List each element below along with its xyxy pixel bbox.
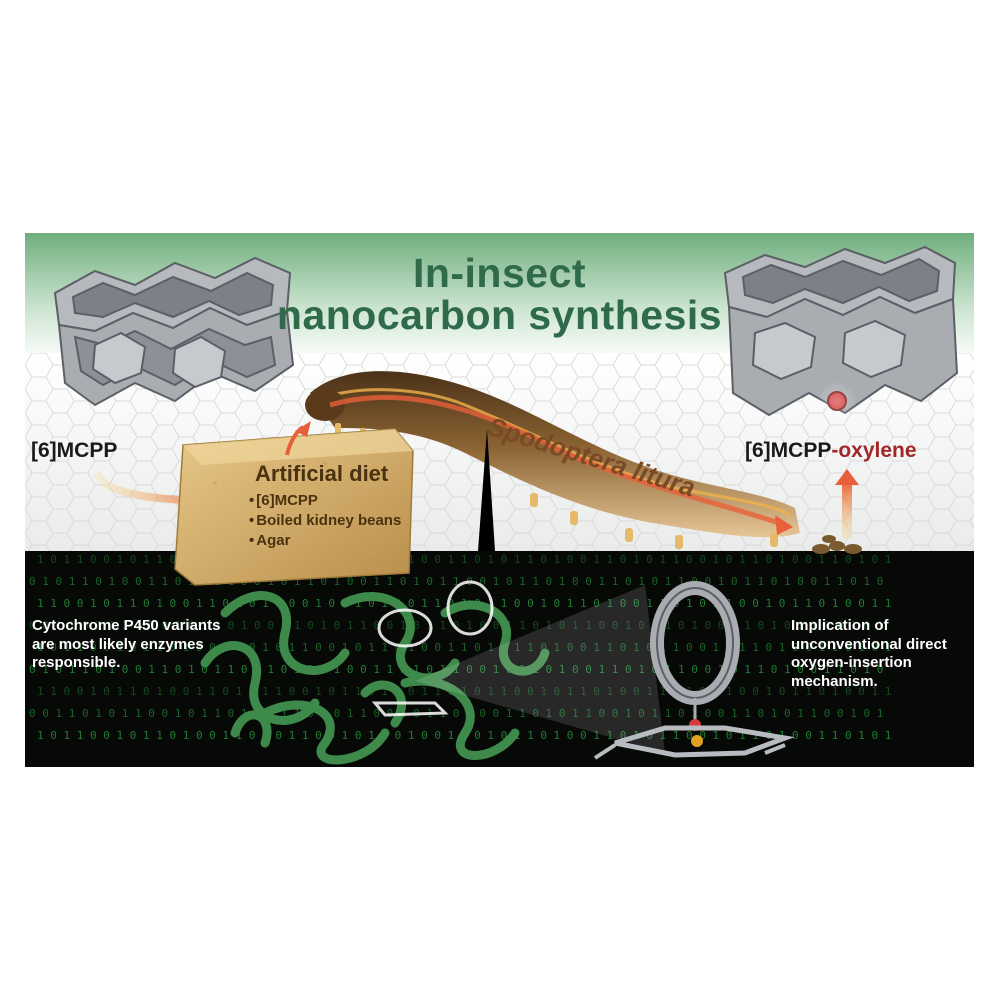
product-arrowhead-icon (835, 469, 859, 485)
digestion-arrowhead-icon (775, 515, 793, 535)
title-line-1: In-insect (412, 250, 587, 296)
product-arrow (842, 481, 852, 539)
larva-head-icon (305, 389, 345, 421)
divider-spike (478, 429, 495, 551)
binary-row: 1 0 1 1 0 0 1 0 1 1 0 1 0 0 1 1 0 1 0 1 … (37, 553, 891, 566)
reactant-label: [6]MCPP (31, 439, 118, 462)
graphical-abstract: 1 0 1 1 0 0 1 0 1 1 0 1 0 0 1 1 0 1 0 1 … (25, 233, 974, 767)
diet-title: Artificial diet (255, 461, 389, 486)
title-line-2: nanocarbon synthesis (276, 292, 723, 338)
binary-row: 0 0 1 1 0 1 0 1 1 0 0 1 0 1 1 0 1 0 0 1 … (29, 707, 883, 720)
diet-item: Boiled kidney beans (249, 511, 401, 531)
product-label: [6]MCPP-oxylene (745, 439, 917, 463)
digestion-arrow (329, 394, 786, 528)
mcpp-molecule-left-icon (53, 256, 295, 407)
zoom-beam (415, 585, 665, 753)
mcpp-oxylene-molecule-right-icon (723, 245, 959, 421)
cytochrome-p450-protein (200, 591, 550, 765)
product-label-prefix: [6]MCPP (745, 439, 832, 462)
enzyme-note: Cytochrome P450 variants are most likely… (32, 617, 221, 671)
bound-substrate-icon (371, 580, 494, 717)
diet-item: [6]MCPP (249, 491, 401, 511)
dark-band (25, 551, 974, 767)
diet-ingredients-list: [6]MCPP Boiled kidney beans Agar (249, 491, 401, 551)
diet-item: Agar (249, 531, 401, 551)
iron-atom-icon (691, 735, 703, 747)
frass-pellets-icon (812, 535, 862, 554)
eating-arrowhead-icon (295, 421, 311, 437)
binary-row: 0 0 1 1 0 1 0 1 1 0 0 1 0 1 1 0 1 0 0 1 … (29, 619, 883, 632)
mechanism-note: Implication of unconventional direct oxy… (791, 617, 947, 690)
heme-complex (593, 581, 795, 760)
product-label-suffix: -oxylene (831, 439, 917, 462)
porphyrin-icon (614, 725, 795, 758)
figure-canvas: 1 0 1 1 0 0 1 0 1 1 0 1 0 0 1 1 0 1 0 1 … (25, 233, 974, 767)
